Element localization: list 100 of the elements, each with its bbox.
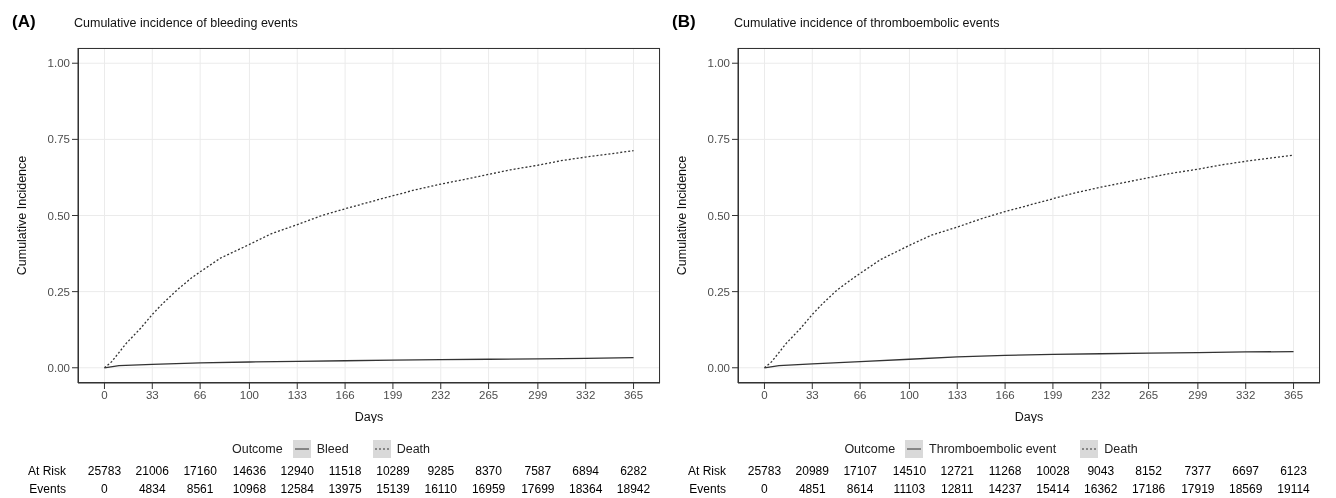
chart-title: Cumulative incidence of bleeding events xyxy=(74,16,298,30)
y-tick-label: 0.50 xyxy=(47,209,70,222)
x-tick-label: 0 xyxy=(761,389,768,402)
x-tick-label: 133 xyxy=(287,389,307,402)
text: At Risk xyxy=(27,464,66,478)
x-tick-label: 133 xyxy=(947,389,967,402)
text: 12584 xyxy=(279,482,315,496)
text: 8370 xyxy=(474,464,503,478)
x-tick-label: 265 xyxy=(1139,389,1159,402)
y-tick-label: 1.00 xyxy=(47,57,70,70)
text: 6697 xyxy=(1231,464,1261,478)
x-tick-label: 232 xyxy=(431,389,451,402)
y-tick-label: 0.25 xyxy=(707,285,730,298)
x-tick-label: 199 xyxy=(1043,389,1063,402)
text: 14636 xyxy=(231,464,268,478)
text: 12811 xyxy=(940,482,975,496)
text: Events xyxy=(28,482,66,496)
text: 15414 xyxy=(1035,482,1071,496)
text: 0 xyxy=(760,482,769,496)
text: 13975 xyxy=(327,482,363,496)
text: 17186 xyxy=(1130,482,1167,496)
chart-title: Cumulative incidence of thromboembolic events xyxy=(734,16,1000,30)
text: (B) xyxy=(672,12,696,32)
y-tick-label: 0.00 xyxy=(707,361,730,374)
text: 21006 xyxy=(134,464,170,478)
text: 18364 xyxy=(568,482,604,496)
text: 11103 xyxy=(892,482,927,496)
x-tick-label: 299 xyxy=(1188,389,1208,402)
text: 6894 xyxy=(571,464,601,478)
text: 16362 xyxy=(1083,482,1119,496)
y-tick-label: 0.00 xyxy=(47,361,70,374)
text: 15139 xyxy=(375,482,411,496)
text: 17160 xyxy=(182,464,218,478)
x-tick-label: 100 xyxy=(239,389,259,402)
text: 18942 xyxy=(615,482,652,496)
text: 16959 xyxy=(470,482,507,496)
text: 7587 xyxy=(523,464,553,478)
text: 11518 xyxy=(327,464,363,478)
text: 9285 xyxy=(426,464,456,478)
text: 25783 xyxy=(746,464,783,478)
y-tick-label: 0.75 xyxy=(707,133,730,146)
text: 6123 xyxy=(1279,464,1308,478)
legend-label: Death xyxy=(1104,442,1138,456)
x-tick-label: 166 xyxy=(335,389,355,402)
x-axis-title: Days xyxy=(354,410,384,424)
text: 14510 xyxy=(891,464,928,478)
x-tick-label: 332 xyxy=(576,389,596,402)
text: 19114 xyxy=(1276,482,1311,496)
text: At Risk xyxy=(687,464,726,478)
text: 12721 xyxy=(939,464,975,478)
x-tick-label: 365 xyxy=(623,389,644,402)
text: 17107 xyxy=(842,464,878,478)
legend-label: Bleed xyxy=(316,442,349,456)
text: 4851 xyxy=(797,482,827,496)
x-tick-label: 66 xyxy=(193,389,207,402)
y-tick-label: 1.00 xyxy=(707,57,730,70)
x-tick-label: 332 xyxy=(1236,389,1256,402)
text: 14237 xyxy=(987,482,1023,496)
text: 9043 xyxy=(1086,464,1116,478)
text: 4834 xyxy=(137,482,167,496)
text: 11268 xyxy=(987,464,1023,478)
y-axis-title: Cumulative Incidence xyxy=(675,155,690,276)
y-axis-title: Cumulative Incidence xyxy=(15,155,30,276)
text: 17919 xyxy=(1180,482,1216,496)
text: 25783 xyxy=(86,464,123,478)
text: 8614 xyxy=(845,482,875,496)
text: 10968 xyxy=(231,482,268,496)
x-tick-label: 232 xyxy=(1091,389,1111,402)
x-tick-label: 199 xyxy=(383,389,403,402)
text: 7377 xyxy=(1183,464,1213,478)
text: 17699 xyxy=(520,482,556,496)
text: 18569 xyxy=(1228,482,1264,496)
x-tick-label: 33 xyxy=(805,389,819,402)
x-axis-title: Days xyxy=(1014,410,1044,424)
x-tick-label: 299 xyxy=(528,389,548,402)
legend-label: Thromboembolic event xyxy=(929,442,1057,456)
text: 6282 xyxy=(619,464,648,478)
x-tick-label: 166 xyxy=(995,389,1015,402)
text: 12940 xyxy=(279,464,315,478)
x-tick-label: 365 xyxy=(1283,389,1304,402)
x-tick-label: 66 xyxy=(853,389,867,402)
text: 16110 xyxy=(423,482,458,496)
legend-title: Outcome xyxy=(231,442,283,456)
text: Events xyxy=(688,482,726,496)
y-tick-label: 0.25 xyxy=(47,285,70,298)
text: 8152 xyxy=(1134,464,1163,478)
legend-title: Outcome xyxy=(844,442,896,456)
text: (A) xyxy=(12,12,36,32)
y-tick-label: 0.75 xyxy=(47,133,70,146)
text: 20989 xyxy=(794,464,830,478)
x-tick-label: 33 xyxy=(145,389,159,402)
x-tick-label: 100 xyxy=(899,389,919,402)
y-tick-label: 0.50 xyxy=(707,209,730,222)
text: 10028 xyxy=(1035,464,1071,478)
legend-label: Death xyxy=(396,442,431,456)
x-tick-label: 0 xyxy=(101,389,108,402)
text: 0 xyxy=(100,482,109,496)
text: 8561 xyxy=(185,482,215,496)
x-tick-label: 265 xyxy=(479,389,499,402)
text: 10289 xyxy=(375,464,411,478)
